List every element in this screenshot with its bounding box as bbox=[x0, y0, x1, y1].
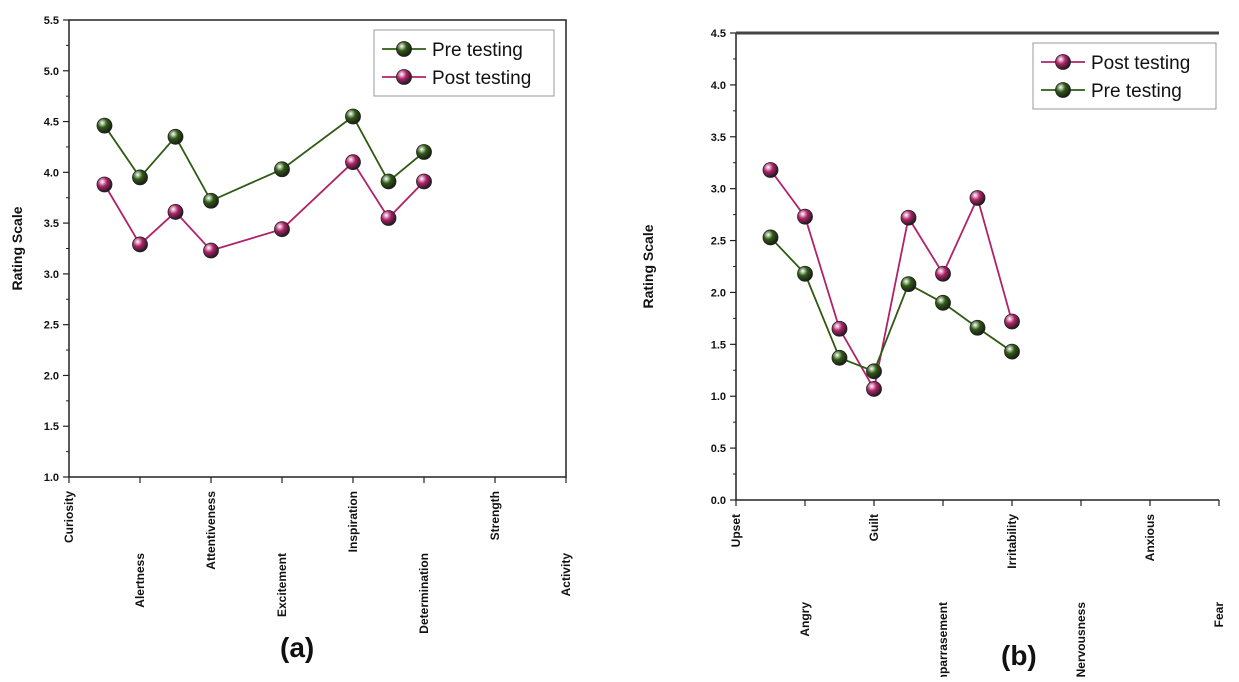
chart-a-y-tick-label: 4.0 bbox=[44, 167, 59, 179]
chart-a-data-point bbox=[380, 210, 397, 226]
chart-b-y-tick-label: 0.5 bbox=[711, 443, 726, 455]
chart-b-legend-box bbox=[1032, 42, 1217, 110]
chart-a-data-point bbox=[345, 108, 361, 125]
chart-a-y-tick-label: 3.5 bbox=[44, 218, 59, 230]
chart-b-legend-label: Post testing bbox=[1091, 53, 1190, 74]
chart-b-data-point bbox=[1004, 313, 1020, 330]
chart-b-data-point bbox=[1004, 343, 1020, 360]
chart-a-y-axis-label: Rating Scale bbox=[9, 206, 25, 290]
chart-b-data-point bbox=[900, 276, 917, 293]
chart-b-x-tick-label: Emparrasement bbox=[936, 602, 950, 677]
chart-a-legend-box bbox=[373, 29, 555, 97]
chart-a-data-point bbox=[274, 161, 290, 178]
chart-a-x-tick-label: Alertness bbox=[133, 553, 147, 608]
chart-b-y-tick-label: 4.0 bbox=[711, 80, 726, 92]
chart-b-x-tick-label: Fear bbox=[1212, 602, 1226, 628]
chart-b-y-tick-label: 0.0 bbox=[711, 495, 726, 507]
chart-b-legend-marker bbox=[1055, 82, 1071, 98]
chart-b-legend-label: Pre testing bbox=[1091, 81, 1182, 102]
chart-a-data-point bbox=[416, 144, 432, 160]
chart-a-series-line bbox=[103, 115, 425, 202]
chart-a-caption: (a) bbox=[280, 632, 315, 663]
chart-a-data-point bbox=[167, 204, 184, 220]
chart-b-y-axis-label: Rating Scale bbox=[640, 224, 656, 308]
chart-a-data-point bbox=[96, 176, 113, 193]
chart-a-data-point bbox=[416, 173, 432, 190]
chart-b-data-point bbox=[762, 229, 779, 246]
chart-b-data-point bbox=[797, 208, 813, 225]
chart-a-legend-label: Pre testing bbox=[432, 40, 523, 61]
chart-a-data-point bbox=[274, 221, 290, 238]
chart-b-legend-marker bbox=[1055, 54, 1071, 70]
chart-a-data-point bbox=[96, 117, 113, 134]
chart-a-data-point bbox=[167, 128, 184, 145]
chart-a-series-line bbox=[103, 160, 425, 252]
chart-b-y-tick-label: 1.0 bbox=[711, 391, 726, 403]
chart-a-x-tick-label: Excitement bbox=[275, 553, 289, 617]
chart-b-data-point bbox=[831, 349, 848, 366]
chart-a-data-point bbox=[132, 236, 148, 253]
chart-b-data-point bbox=[797, 265, 813, 282]
chart-a-y-tick-label: 5.0 bbox=[44, 66, 59, 78]
chart-b-caption: (b) bbox=[1001, 640, 1037, 671]
chart-b-y-tick-label: 2.0 bbox=[711, 287, 726, 299]
chart-a-data-point bbox=[203, 242, 219, 259]
chart-b-x-tick-label: Upset bbox=[729, 514, 743, 547]
chart-b-data-point bbox=[935, 294, 951, 311]
chart-b-x-tick-label: Guilt bbox=[867, 514, 881, 541]
chart-b-y-tick-label: 3.5 bbox=[711, 132, 726, 144]
chart-b-data-point bbox=[969, 190, 986, 206]
chart-b-y-tick-label: 2.5 bbox=[711, 236, 726, 248]
chart-a-y-tick-label: 1.0 bbox=[44, 472, 59, 484]
chart-a-x-tick-label: Attentiveness bbox=[204, 491, 218, 570]
chart-a-data-point bbox=[345, 154, 361, 171]
chart-b-x-tick-label: Irritability bbox=[1005, 514, 1019, 569]
chart-a-y-tick-label: 5.5 bbox=[44, 15, 59, 27]
chart-a-y-tick-label: 1.5 bbox=[44, 421, 59, 433]
chart-a-legend-marker bbox=[396, 69, 412, 85]
chart-b-series-line bbox=[769, 169, 1013, 392]
chart-panel-b: 0.0 0.5 1.0 1.5 2.0 2.5 3.0 3.5 4.0 4.5 Upset Angry… bbox=[618, 0, 1239, 682]
chart-b-data-point bbox=[831, 320, 848, 337]
chart-b-y-tick-label: 3.0 bbox=[711, 184, 726, 196]
chart-a-y-tick-label: 2.0 bbox=[44, 370, 59, 382]
chart-b-data-point bbox=[969, 319, 986, 336]
chart-a-y-tick-label: 2.5 bbox=[44, 320, 59, 332]
chart-a-data-point bbox=[132, 169, 148, 186]
chart-a-data-point bbox=[203, 192, 219, 209]
chart-a-x-tick-label: Determination bbox=[417, 553, 431, 634]
chart-a-x-tick-label: Activity bbox=[559, 553, 573, 597]
chart-b-y-tick-label: 1.5 bbox=[711, 339, 726, 351]
chart-b-x-tick-label: Nervousness bbox=[1074, 602, 1088, 677]
chart-b-x-tick-label: Angry bbox=[798, 602, 812, 637]
chart-a-x-tick-label: Curiosity bbox=[62, 491, 76, 543]
chart-a-y-tick-label: 4.5 bbox=[44, 117, 59, 129]
chart-a-legend-label: Post testing bbox=[432, 68, 531, 89]
chart-b-data-point bbox=[935, 265, 951, 282]
chart-a-x-tick-label: Inspiration bbox=[346, 491, 360, 552]
chart-b-x-tick-label: Anxious bbox=[1143, 514, 1157, 562]
chart-b-data-point bbox=[762, 162, 779, 178]
chart-a-y-tick-label: 3.0 bbox=[44, 269, 59, 281]
chart-a-svg: 1.0 1.5 2.0 2.5 3.0 3.5 4.0 4.5 5.0 5.5 Curiosity A… bbox=[9, 15, 573, 634]
chart-b-data-point bbox=[866, 381, 882, 397]
chart-b-svg: 0.0 0.5 1.0 1.5 2.0 2.5 3.0 3.5 4.0 4.5 Upset Angry… bbox=[640, 28, 1226, 682]
chart-panel-a: 1.0 1.5 2.0 2.5 3.0 3.5 4.0 4.5 5.0 5.5 Curiosity A… bbox=[0, 0, 620, 677]
chart-b-data-point bbox=[866, 363, 882, 380]
chart-b-data-point bbox=[900, 209, 917, 226]
chart-a-x-tick-label: Strength bbox=[488, 491, 502, 540]
chart-a-legend-marker bbox=[396, 41, 412, 57]
chart-a-data-point bbox=[380, 173, 397, 190]
chart-b-y-tick-label: 4.5 bbox=[711, 28, 726, 40]
